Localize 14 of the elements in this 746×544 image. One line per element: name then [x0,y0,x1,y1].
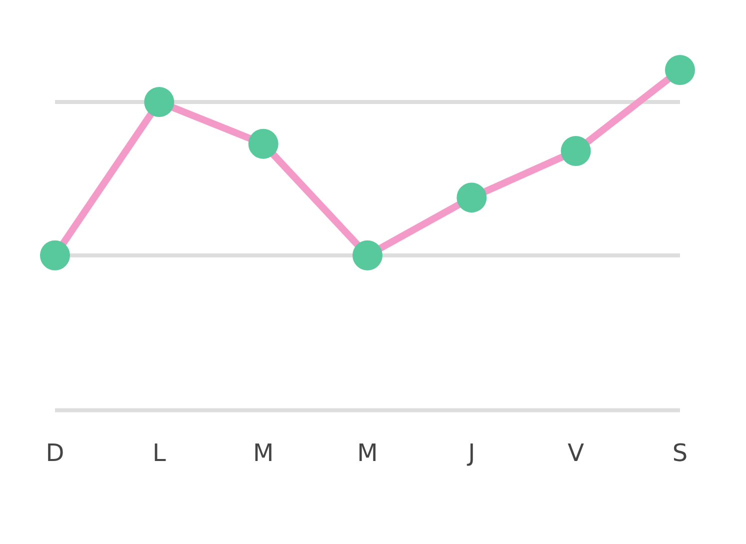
x-tick-label: M [357,438,378,467]
x-tick-label: M [252,438,274,467]
point [560,136,591,166]
point [456,182,487,213]
point [144,86,174,117]
x-tick-label: L [152,438,166,467]
point [665,55,695,85]
point [40,240,70,270]
x-tick-label: D [46,438,64,467]
point [248,128,278,159]
point [352,240,382,270]
x-tick-label: V [568,438,585,467]
x-tick-label: J [466,438,476,467]
x-tick-label: S [672,438,688,467]
